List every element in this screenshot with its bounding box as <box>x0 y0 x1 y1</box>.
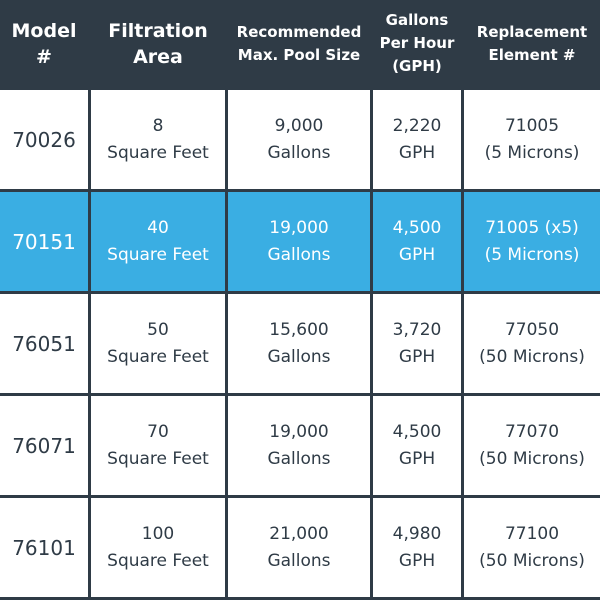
header-gph-line3: (GPH) <box>392 57 442 75</box>
pool-size: 21,000 Gallons <box>225 495 370 600</box>
pool-value: 19,000 <box>269 217 329 238</box>
filtration-area: 40 Square Feet <box>88 189 225 291</box>
filtration-area: 8 Square Feet <box>88 87 225 189</box>
table-row: 70026 8 Square Feet 9,000 Gallons 2,220 … <box>0 87 600 189</box>
header-pool-line1: Recommended <box>236 22 362 41</box>
replacement-element: 77100 (50 Microns) <box>461 495 600 600</box>
pool-value: 9,000 <box>274 115 324 136</box>
element-note: (50 Microns) <box>479 346 585 367</box>
header-model-line1: Model <box>11 19 77 42</box>
gallons-per-hour: 4,500 GPH <box>370 393 461 495</box>
area-unit: Square Feet <box>107 346 209 367</box>
gph-value: 2,220 <box>392 115 442 136</box>
gallons-per-hour: 4,500 GPH <box>370 189 461 291</box>
element-value: 71005 (x5) <box>485 217 579 238</box>
header-filtration-line2: Area <box>133 45 183 68</box>
gph-unit: GPH <box>398 448 436 469</box>
element-value: 77100 <box>504 523 560 544</box>
gph-unit: GPH <box>398 550 436 571</box>
header-element-line1: Replacement <box>476 22 588 41</box>
pool-unit: Gallons <box>267 244 331 265</box>
area-value: 8 <box>152 115 164 136</box>
gph-unit: GPH <box>398 346 436 367</box>
gph-value: 4,500 <box>392 217 442 238</box>
filtration-area: 50 Square Feet <box>88 291 225 393</box>
pool-unit: Gallons <box>267 448 331 469</box>
element-note: (50 Microns) <box>479 550 585 571</box>
model-number: 70151 <box>0 189 88 291</box>
area-value: 100 <box>141 523 175 544</box>
pool-value: 15,600 <box>269 319 329 340</box>
pool-unit: Gallons <box>267 346 331 367</box>
replacement-element: 77070 (50 Microns) <box>461 393 600 495</box>
table-row-highlighted: 70151 40 Square Feet 19,000 Gallons 4,50… <box>0 189 600 291</box>
pool-unit: Gallons <box>267 142 331 163</box>
table-row: 76071 70 Square Feet 19,000 Gallons 4,50… <box>0 393 600 495</box>
model-number: 76071 <box>0 393 88 495</box>
area-unit: Square Feet <box>107 550 209 571</box>
header-element-line2: Element # <box>488 45 576 64</box>
gallons-per-hour: 3,720 GPH <box>370 291 461 393</box>
gph-unit: GPH <box>398 244 436 265</box>
area-unit: Square Feet <box>107 244 209 265</box>
replacement-element: 71005 (x5) (5 Microns) <box>461 189 600 291</box>
gph-value: 4,500 <box>392 421 442 442</box>
area-value: 40 <box>147 217 169 238</box>
area-value: 70 <box>147 421 169 442</box>
pool-value: 19,000 <box>269 421 329 442</box>
header-replacement-element: Replacement Element # <box>461 0 600 87</box>
area-unit: Square Feet <box>107 142 209 163</box>
header-filtration-line1: Filtration <box>108 19 208 42</box>
header-gph-line2: Per Hour <box>379 34 455 52</box>
filtration-area: 100 Square Feet <box>88 495 225 600</box>
pool-value: 21,000 <box>269 523 329 544</box>
model-number: 76101 <box>0 495 88 600</box>
area-value: 50 <box>147 319 169 340</box>
header-filtration-area: Filtration Area <box>88 0 225 87</box>
header-max-pool-size: Recommended Max. Pool Size <box>225 0 370 87</box>
element-value: 77050 <box>504 319 560 340</box>
model-number: 70026 <box>0 87 88 189</box>
table-row: 76051 50 Square Feet 15,600 Gallons 3,72… <box>0 291 600 393</box>
replacement-element: 71005 (5 Microns) <box>461 87 600 189</box>
pool-size: 19,000 Gallons <box>225 393 370 495</box>
gph-value: 3,720 <box>392 319 442 340</box>
header-model-line2: # <box>36 45 52 68</box>
pool-unit: Gallons <box>267 550 331 571</box>
header-pool-line2: Max. Pool Size <box>237 45 361 64</box>
element-note: (50 Microns) <box>479 448 585 469</box>
gph-value: 4,980 <box>392 523 442 544</box>
table-row: 76101 100 Square Feet 21,000 Gallons 4,9… <box>0 495 600 600</box>
header-gph-line1: Gallons <box>385 11 449 29</box>
gallons-per-hour: 2,220 GPH <box>370 87 461 189</box>
header-row: Model # Filtration Area Recommended Max.… <box>0 0 600 87</box>
element-value: 77070 <box>504 421 560 442</box>
pool-size: 9,000 Gallons <box>225 87 370 189</box>
pool-size: 19,000 Gallons <box>225 189 370 291</box>
header-model: Model # <box>0 0 88 87</box>
header-gph: Gallons Per Hour (GPH) <box>370 0 461 87</box>
gph-unit: GPH <box>398 142 436 163</box>
model-number: 76051 <box>0 291 88 393</box>
element-note: (5 Microns) <box>484 244 580 265</box>
replacement-element: 77050 (50 Microns) <box>461 291 600 393</box>
filtration-area: 70 Square Feet <box>88 393 225 495</box>
gallons-per-hour: 4,980 GPH <box>370 495 461 600</box>
element-value: 71005 <box>504 115 560 136</box>
element-note: (5 Microns) <box>484 142 580 163</box>
area-unit: Square Feet <box>107 448 209 469</box>
pool-size: 15,600 Gallons <box>225 291 370 393</box>
